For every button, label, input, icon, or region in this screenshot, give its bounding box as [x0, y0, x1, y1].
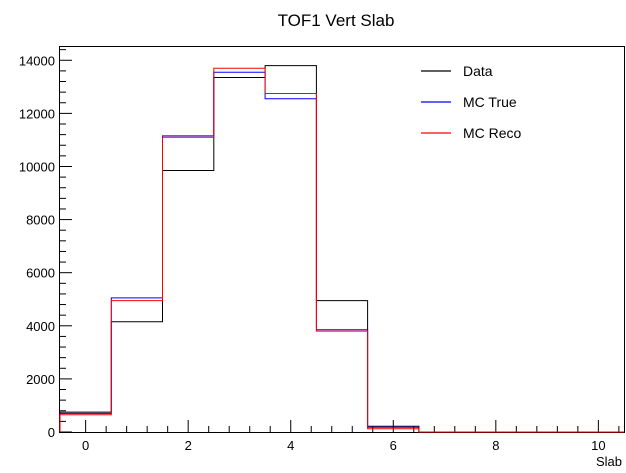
- y-tick-label: 12000: [19, 106, 55, 121]
- chart-title: TOF1 Vert Slab: [278, 11, 395, 30]
- series-layer: [59, 65, 624, 433]
- y-tick-label: 8000: [26, 213, 55, 228]
- y-tick-label: 10000: [19, 159, 55, 174]
- x-tick-label: 10: [591, 438, 605, 453]
- series-mc-reco: [59, 67, 624, 433]
- plot-frame: [59, 46, 625, 433]
- series-data: [59, 65, 624, 433]
- y-tick-label: 2000: [26, 372, 55, 387]
- x-tick-label: 6: [390, 438, 397, 453]
- x-tick-label: 2: [185, 438, 192, 453]
- y-tick-label: 14000: [19, 53, 55, 68]
- legend-label: MC True: [463, 94, 517, 110]
- x-axis-label: Slab: [596, 454, 622, 468]
- y-tick-label: 4000: [26, 319, 55, 334]
- legend-label: Data: [463, 63, 493, 79]
- series-mc-true: [59, 71, 624, 433]
- x-tick-label: 4: [287, 438, 294, 453]
- x-tick-label: 0: [82, 438, 89, 453]
- x-tick-label: 8: [492, 438, 499, 453]
- y-axis: 0 2000 4000 6000 8000 10000 12000 14000: [19, 49, 72, 440]
- y-tick-label: 6000: [26, 266, 55, 281]
- y-tick-label: 0: [48, 425, 55, 440]
- legend-label: MC Reco: [463, 125, 522, 141]
- x-axis: 0 2 4 6 8 10: [82, 420, 620, 453]
- legend: Data MC True MC Reco: [421, 63, 522, 141]
